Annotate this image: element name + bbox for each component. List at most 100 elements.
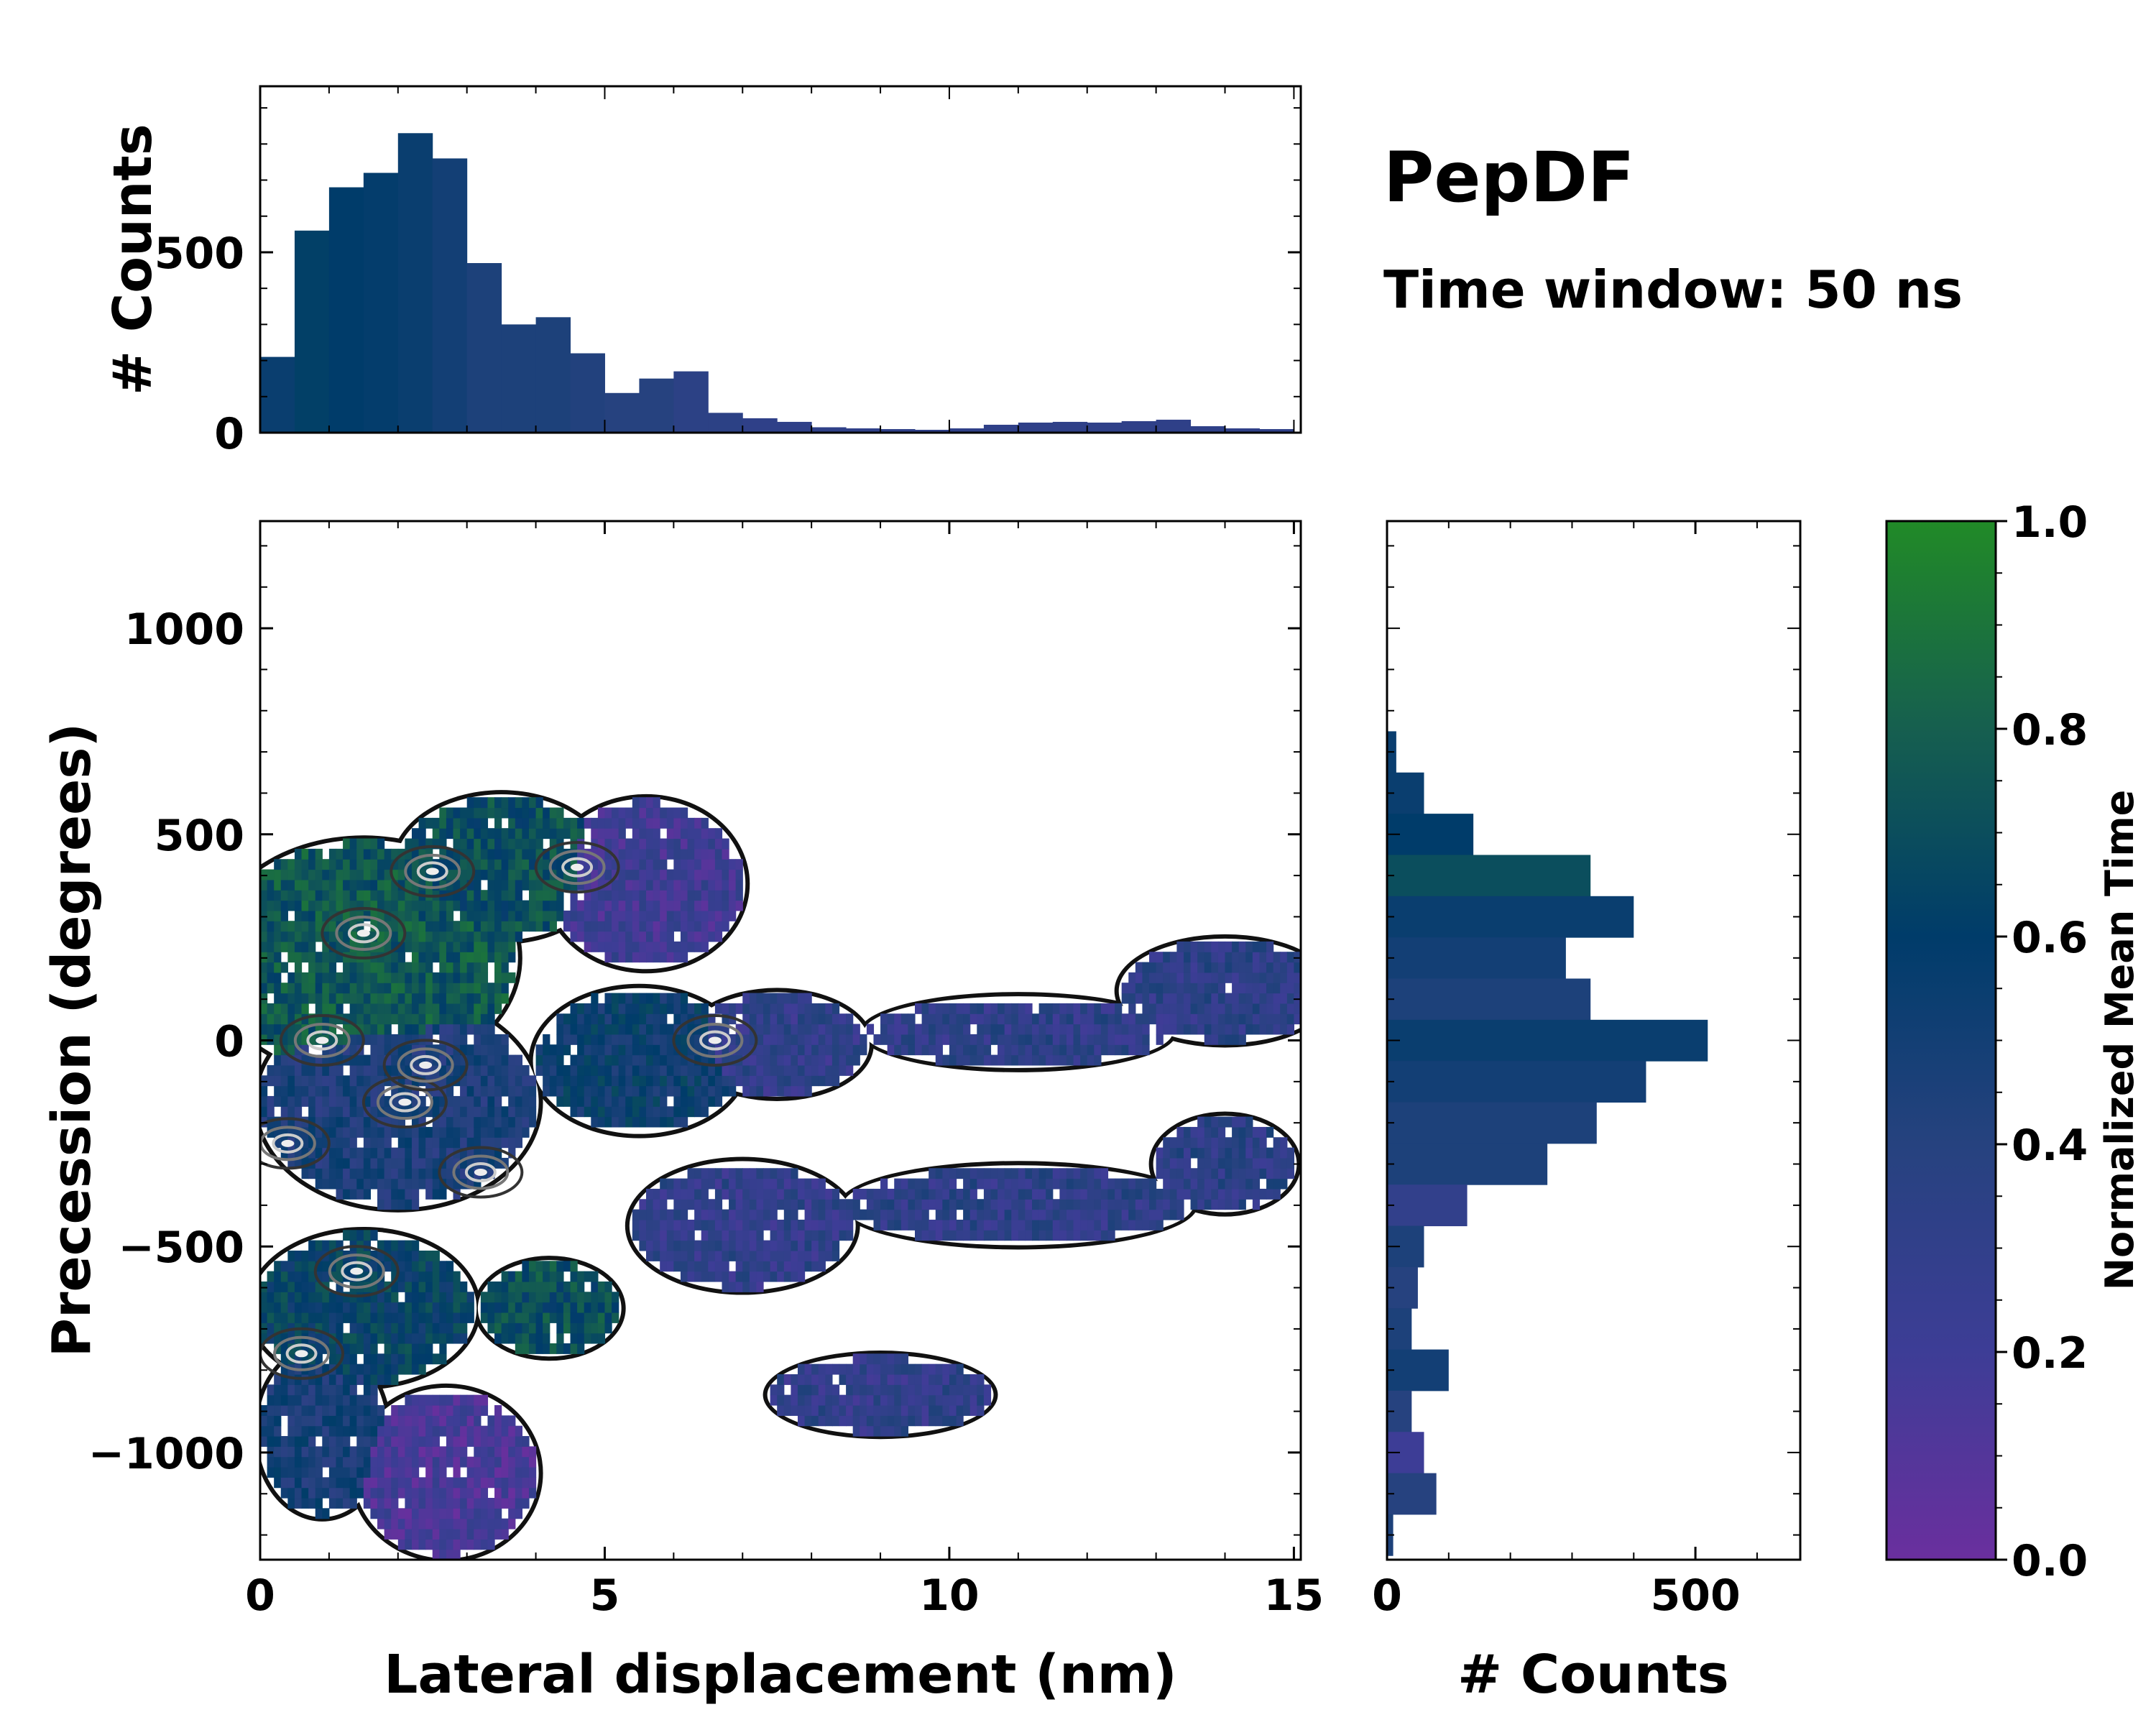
heatmap-cell (391, 1446, 399, 1458)
heatmap-cell (494, 972, 502, 983)
heatmap-cell (315, 1487, 323, 1499)
heatmap-cell (1004, 1188, 1012, 1200)
heatmap-cell (315, 1343, 323, 1354)
heatmap-cell (1100, 1188, 1109, 1200)
heatmap-cell (666, 1044, 674, 1056)
heatmap-cell (729, 1168, 737, 1179)
heatmap-cell (818, 1261, 826, 1272)
heatmap-cell (294, 1126, 303, 1138)
heatmap-cell (1176, 1013, 1184, 1025)
heatmap-cell (612, 859, 619, 870)
heatmap-cell (646, 1034, 654, 1045)
heatmap-cell (1011, 1168, 1019, 1179)
density-contour (260, 1117, 331, 1170)
heatmap-cell (308, 921, 316, 932)
heatmap-cell (653, 1034, 660, 1045)
heatmap-cell (322, 1446, 330, 1458)
heatmap-cell (522, 1322, 530, 1334)
heatmap-cell (632, 797, 640, 809)
heatmap-cell (749, 1240, 757, 1251)
heatmap-cell (846, 1054, 854, 1066)
heatmap-cell (1273, 1024, 1281, 1035)
heatmap-cell (708, 1261, 716, 1272)
heatmap-cell (1238, 1126, 1246, 1138)
heatmap-cell (377, 900, 385, 911)
heatmap-cell (474, 910, 482, 921)
heatmap-cell (1149, 1013, 1157, 1025)
heatmap-cell (356, 1003, 364, 1014)
heatmap-cell (935, 1054, 943, 1066)
heatmap-cell (783, 1003, 791, 1014)
heatmap-cell (1217, 1003, 1226, 1014)
heatmap-cell (687, 1024, 695, 1035)
heatmap-cell (280, 1116, 288, 1128)
heatmap-cell (453, 1013, 461, 1025)
heatmap-cell (397, 1312, 405, 1323)
heatmap-cell (480, 1126, 489, 1138)
heatmap-cell (1156, 1003, 1164, 1014)
heatmap-cell (1252, 941, 1261, 952)
heatmap-cell (274, 1435, 282, 1447)
heatmap-cell (818, 1374, 826, 1385)
heatmap-cell (797, 1230, 806, 1241)
heatmap-cell (515, 1497, 522, 1509)
heatmap-cell (646, 1250, 654, 1261)
heatmap-cell (522, 1064, 530, 1076)
heatmap-cell (563, 910, 571, 921)
heatmap-cell (777, 1250, 785, 1261)
heatmap-cell (418, 1394, 426, 1406)
heatmap-cell (1245, 972, 1253, 983)
heatmap-cell (1032, 1034, 1040, 1045)
heatmap-cell (956, 1024, 964, 1035)
heatmap-cell (543, 1034, 550, 1045)
heatmap-cell (418, 1281, 426, 1292)
heatmap-cell (1217, 1034, 1226, 1045)
heatmap-cell (1225, 1157, 1233, 1169)
heatmap-cell (466, 1404, 474, 1416)
heatmap-cell (425, 910, 433, 921)
heatmap-cell (508, 869, 516, 880)
heatmap-cell (969, 1404, 977, 1416)
heatmap-cell (439, 1539, 447, 1550)
heatmap-cell (432, 1456, 440, 1468)
heatmap-cell (604, 1024, 612, 1035)
colorbar-tick-label: 0.4 (2012, 1121, 2088, 1171)
heatmap-cell (260, 931, 268, 942)
heatmap-cell (894, 1415, 902, 1427)
heatmap-cell (1280, 972, 1288, 983)
heatmap-cell (1121, 1219, 1129, 1230)
heatmap-cell (515, 1312, 522, 1323)
heatmap-cell (439, 1271, 447, 1282)
heatmap-cell (1286, 962, 1295, 973)
heatmap-cell (597, 1034, 606, 1045)
right-hist-bar (1387, 1473, 1437, 1515)
heatmap-cell (1252, 962, 1261, 973)
heatmap-cell (570, 1312, 578, 1323)
heatmap-cell (612, 1013, 619, 1025)
heatmap-cell (446, 972, 454, 983)
heatmap-cell (280, 993, 288, 1004)
heatmap-cell (515, 1095, 522, 1107)
heatmap-cell (494, 869, 502, 880)
heatmap-cell (1107, 1178, 1115, 1190)
heatmap-cell (1087, 1024, 1095, 1035)
heatmap-cell (956, 1374, 964, 1385)
heatmap-cell (956, 1230, 964, 1241)
heatmap-cell (804, 1209, 812, 1220)
heatmap-cell (811, 1374, 819, 1385)
heatmap-cell (969, 1374, 977, 1385)
heatmap-cell (914, 1003, 923, 1014)
heatmap-cell (1259, 941, 1267, 952)
heatmap-cell (453, 848, 461, 860)
heatmap-cell (301, 1054, 309, 1066)
heatmap-cell (921, 1230, 929, 1241)
y-tick-label: 0 (214, 1017, 244, 1067)
heatmap-cell (446, 807, 454, 819)
heatmap-cell (480, 1116, 489, 1128)
heatmap-cell (294, 931, 303, 942)
heatmap-cell (501, 879, 509, 891)
density-contour (293, 1023, 351, 1058)
heatmap-cell (908, 1404, 916, 1416)
heatmap-cell (315, 1116, 323, 1128)
heatmap-cell (956, 1168, 964, 1179)
